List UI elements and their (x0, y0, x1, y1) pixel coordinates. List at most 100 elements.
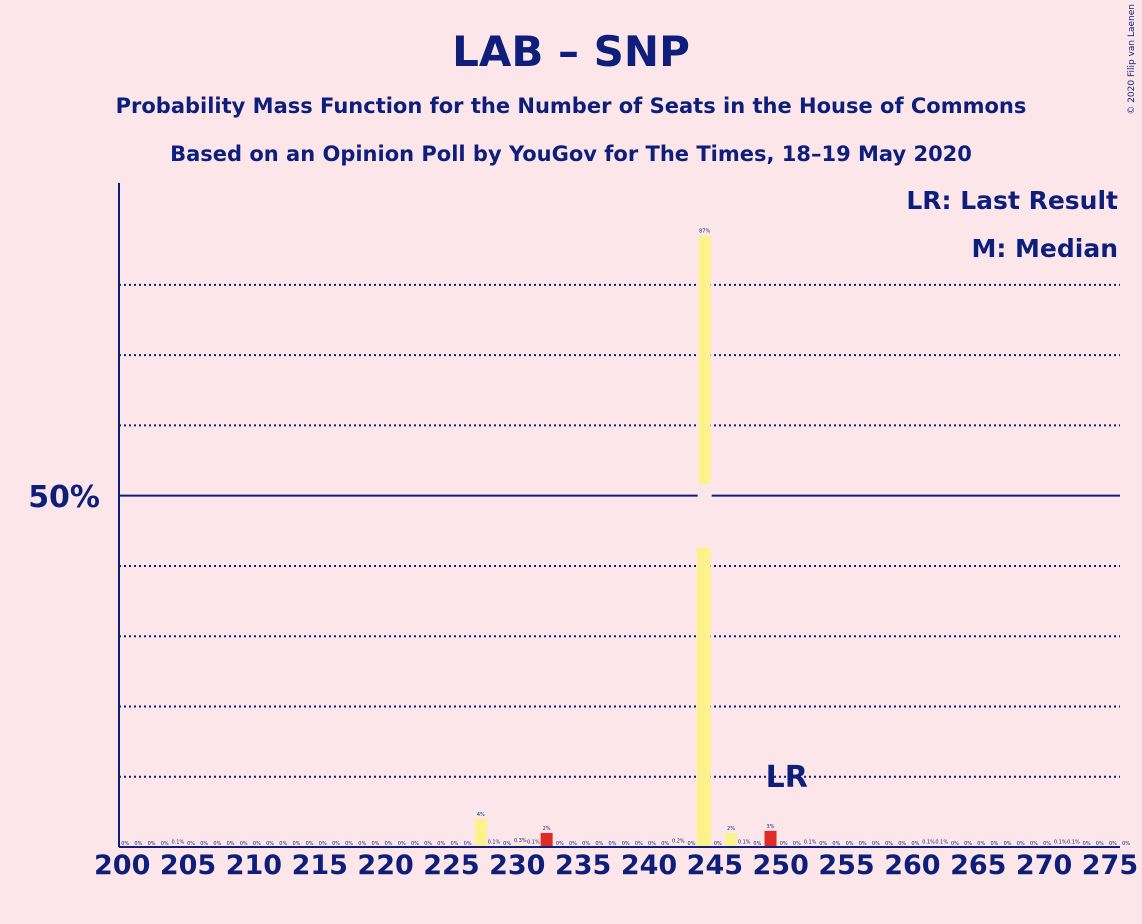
data-label: 0.1% (1067, 839, 1080, 845)
x-tick-label: 205 (160, 850, 216, 881)
data-label: 0% (253, 841, 261, 847)
x-tick-label: 225 (423, 850, 479, 881)
data-label: 0% (227, 841, 235, 847)
chart-subtitle-2: Based on an Opinion Poll by YouGov for T… (170, 142, 972, 166)
data-label: 0% (911, 841, 919, 847)
data-label: 0% (780, 841, 788, 847)
data-label: 0% (819, 841, 827, 847)
x-tick-label: 250 (753, 850, 809, 881)
data-label: 0% (187, 841, 195, 847)
x-tick-label: 235 (555, 850, 611, 881)
data-label: 0% (609, 841, 617, 847)
x-tick-labels: 200 205 210 215 220 225 230 235 240 245 250 255 260 2… (94, 850, 1138, 881)
data-label: 0% (753, 841, 761, 847)
data-label: 87% (699, 229, 710, 235)
data-label: 0.3% (514, 838, 527, 844)
data-label: 0% (569, 841, 577, 847)
x-tick-label: 200 (94, 850, 150, 881)
data-label: 0% (213, 841, 221, 847)
data-label: 0% (121, 841, 129, 847)
data-label: 0% (648, 841, 656, 847)
data-label: 0% (1004, 841, 1012, 847)
x-tick-label: 265 (950, 850, 1006, 881)
copyright-note: © 2020 Filip van Laenen (1127, 4, 1137, 115)
data-label: 0.1% (527, 839, 540, 845)
bar (514, 844, 527, 847)
data-label: 0% (990, 841, 998, 847)
data-label: 2% (727, 826, 735, 832)
data-label: 0.1% (935, 839, 948, 845)
x-tick-label: 240 (621, 850, 677, 881)
data-label: 0% (714, 841, 722, 847)
data-label: 0% (977, 841, 985, 847)
bar (764, 830, 777, 847)
data-label: 0% (1083, 841, 1091, 847)
gridlines (119, 283, 1120, 778)
median-gap (697, 483, 712, 548)
data-label: 0% (582, 841, 590, 847)
data-label: 0% (1043, 841, 1051, 847)
data-label: 0% (898, 841, 906, 847)
data-label: 0.1% (922, 839, 935, 845)
data-label: 0% (345, 841, 353, 847)
data-label: 0.1% (1054, 839, 1067, 845)
data-label: 0.1% (738, 839, 751, 845)
x-tick-label: 275 (1082, 850, 1138, 881)
x-tick-label: 230 (489, 850, 545, 881)
data-label: 0% (319, 841, 327, 847)
data-label: 0% (885, 841, 893, 847)
chart-title: LAB – SNP (452, 27, 690, 76)
data-label: 0.2% (672, 839, 685, 845)
data-label: 0% (635, 841, 643, 847)
data-label: 0% (556, 841, 564, 847)
bars-group (171, 235, 1080, 847)
data-label: 0% (292, 841, 300, 847)
data-label: 0% (688, 841, 696, 847)
last-result-marker: LR (766, 760, 808, 795)
data-label: 4% (477, 812, 485, 818)
legend-median: M: Median (971, 234, 1118, 263)
bar (474, 818, 487, 847)
data-labels-group: 0% 0% 0% 0% 0.1% 0% 0% 0% 0% 0% 0% 0% 0% 0% 0% 0% 0% 0% 0%… (121, 229, 1130, 847)
data-label: 0% (411, 841, 419, 847)
data-label: 0% (859, 841, 867, 847)
data-label: 0% (134, 841, 142, 847)
x-tick-label: 215 (292, 850, 348, 881)
data-label: 2% (543, 826, 551, 832)
data-label: 0.1% (172, 839, 185, 845)
data-label: 0% (424, 841, 432, 847)
data-label: 0% (332, 841, 340, 847)
data-label: 0.1% (488, 839, 501, 845)
data-label: 0% (1030, 841, 1038, 847)
data-label: 0% (240, 841, 248, 847)
data-label: 0% (1122, 841, 1130, 847)
data-label: 0% (306, 841, 314, 847)
data-label: 3% (767, 824, 775, 830)
data-label: 0% (595, 841, 603, 847)
data-label: 0% (661, 841, 669, 847)
legend-last-result: LR: Last Result (906, 186, 1118, 215)
x-tick-label: 270 (1016, 850, 1072, 881)
data-label: 0% (148, 841, 156, 847)
data-label: 0% (832, 841, 840, 847)
x-tick-label: 255 (818, 850, 874, 881)
data-label: 0% (385, 841, 393, 847)
data-label: 0% (279, 841, 287, 847)
data-label: 0% (964, 841, 972, 847)
y-tick-label-50: 50% (28, 480, 100, 515)
data-label: 0% (793, 841, 801, 847)
data-label: 0% (503, 841, 511, 847)
data-label: 0% (437, 841, 445, 847)
x-tick-label: 245 (687, 850, 743, 881)
data-label: 0% (872, 841, 880, 847)
data-label: 0% (358, 841, 366, 847)
x-tick-label: 220 (357, 850, 413, 881)
data-label: 0% (846, 841, 854, 847)
data-label: 0% (951, 841, 959, 847)
x-tick-label: 260 (884, 850, 940, 881)
data-label: 0% (161, 841, 169, 847)
data-label: 0% (450, 841, 458, 847)
bar (725, 832, 738, 847)
data-label: 0% (1109, 841, 1117, 847)
